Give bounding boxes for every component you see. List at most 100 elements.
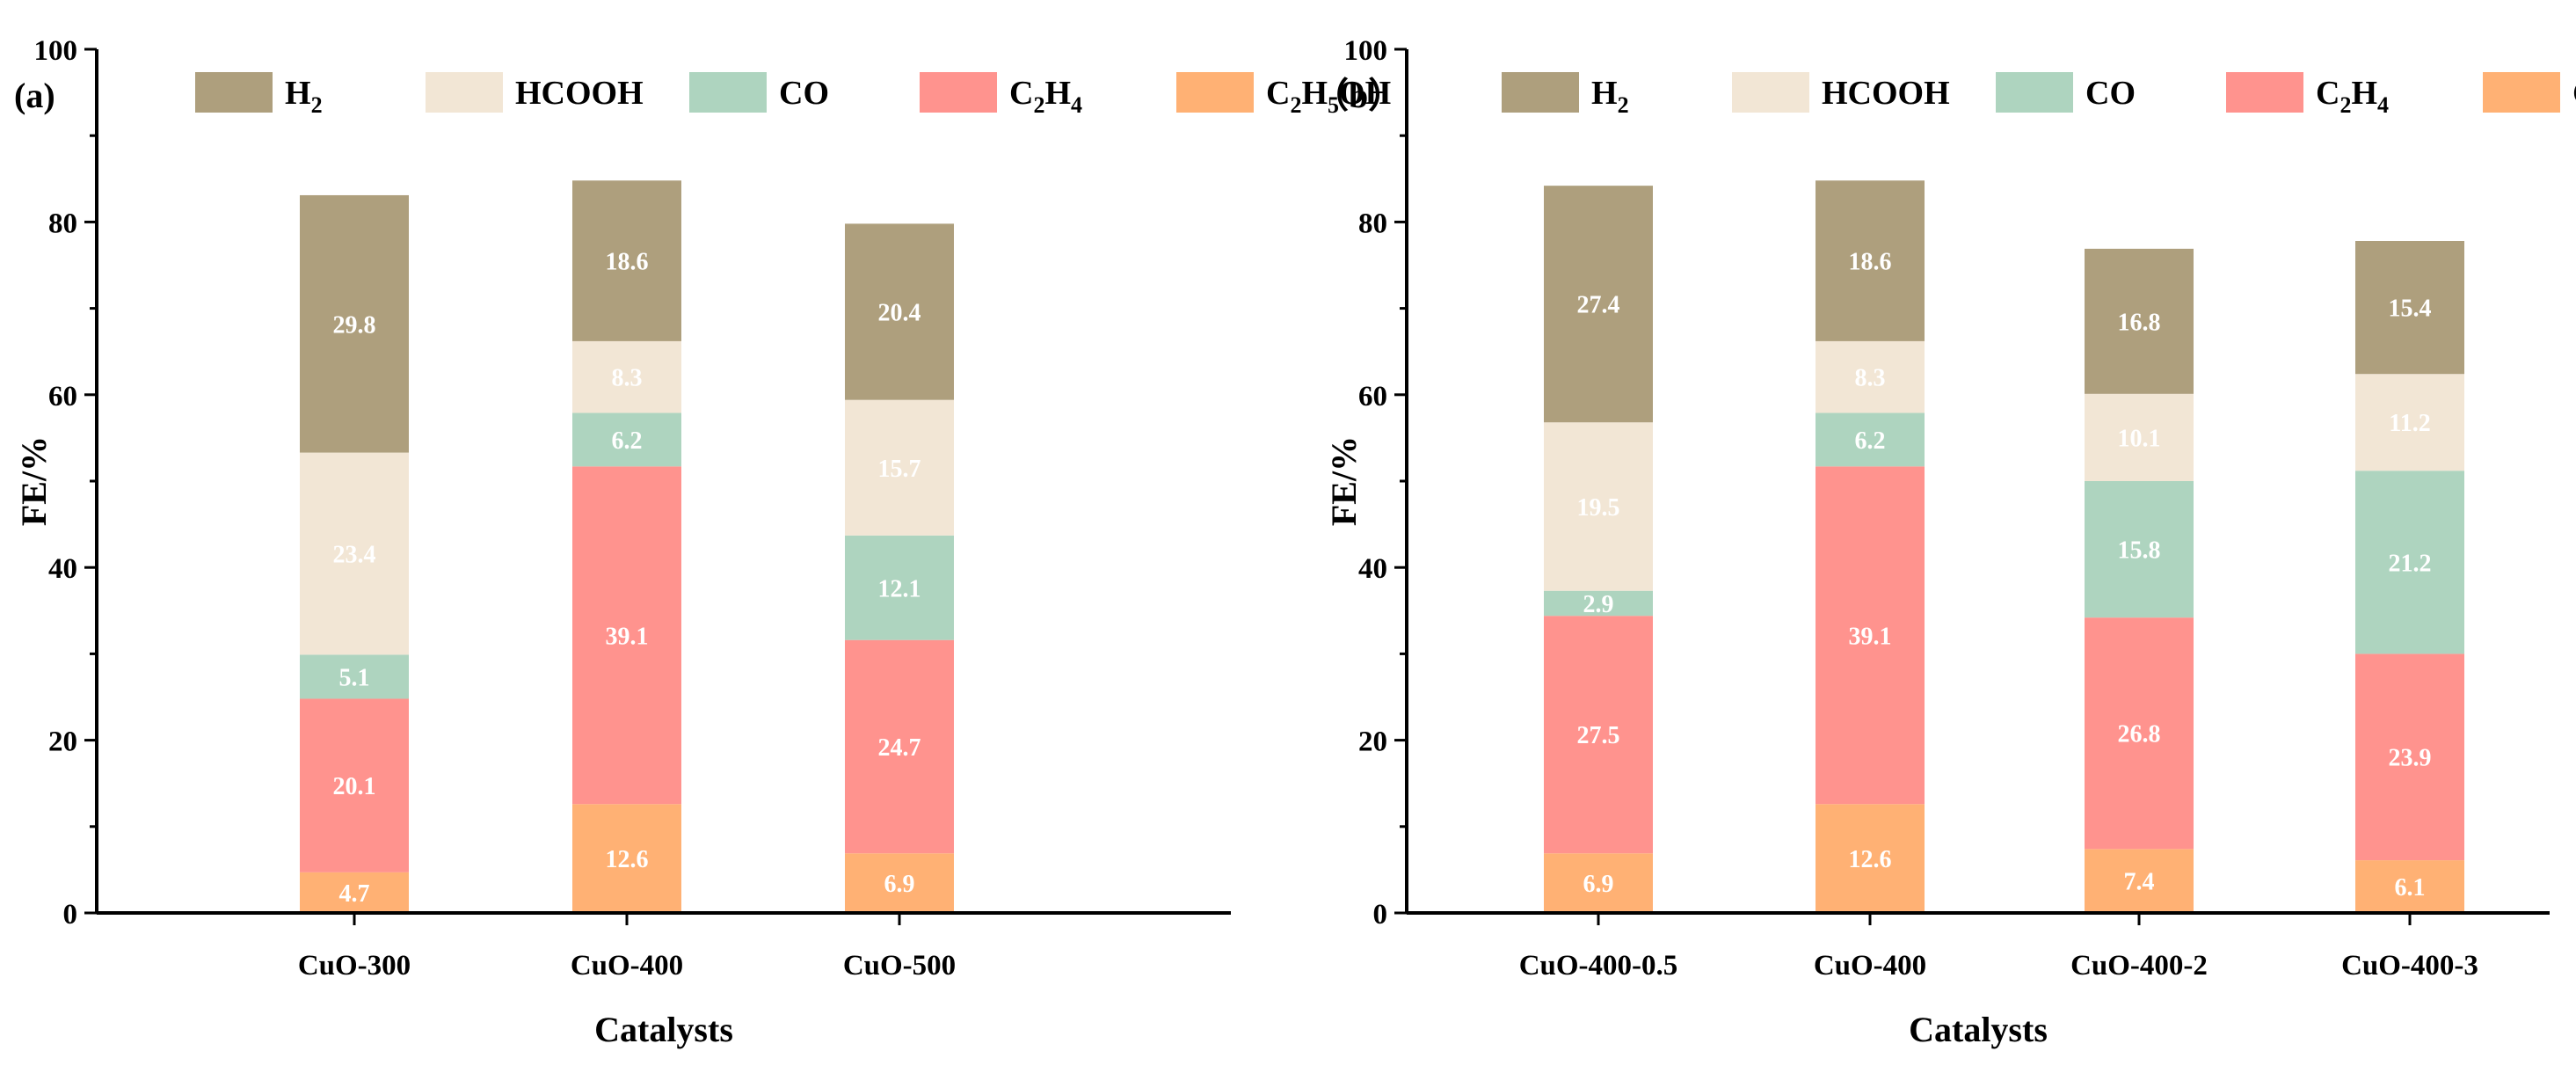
data-label: 2.9 (1583, 591, 1614, 618)
data-label: 6.2 (1855, 427, 1886, 455)
bar-segment-c2h4 (2085, 617, 2194, 850)
data-label: 21.2 (2389, 550, 2432, 577)
bar-segment-c2h4 (2355, 653, 2464, 861)
legend-swatch-hcooh (1732, 72, 1809, 113)
chart-panel-b: 6.9 27.5 2.9 19.5 27.4 CuO-400-0.5 12.6 39.1 6.2… (1313, 35, 2576, 1049)
bar-segment-c2h4 (1816, 466, 1925, 805)
legend-swatch-co (689, 72, 767, 113)
bar-segment-c2h5oh (2085, 849, 2194, 913)
data-label: 19.5 (1577, 494, 1620, 522)
data-label: 29.8 (333, 311, 376, 339)
bar-segment-hcooh (1816, 340, 1925, 413)
legend-swatch-h2 (1502, 72, 1579, 113)
data-label: 15.8 (2118, 537, 2161, 565)
x-tick-label: CuO-400-3 (2341, 950, 2478, 982)
y-axis-title: FE/% (14, 436, 54, 526)
bar-segment-hcooh (572, 340, 681, 413)
legend-swatch-c2h5oh (2483, 72, 2560, 113)
bar-segment-h2 (2085, 248, 2194, 394)
data-label: 16.8 (2118, 309, 2161, 336)
legend-swatch-h2 (195, 72, 273, 113)
legend-label-h2: H2 (285, 75, 323, 118)
y-tick-label: 80 (48, 208, 77, 239)
legend-swatch-c2h5oh (1176, 72, 1254, 113)
bar-segment-co (1544, 590, 1653, 617)
bar-segment-c2h5oh (845, 853, 954, 913)
data-label: 8.3 (612, 365, 643, 392)
data-label: 18.6 (606, 249, 649, 276)
data-label: 15.4 (2389, 296, 2432, 323)
bar-segment-c2h5oh (300, 872, 409, 913)
legend-label-c2h4: C2H4 (1009, 75, 1082, 118)
bar-segment-c2h4 (572, 466, 681, 805)
bar-segment-hcooh (300, 452, 409, 655)
bar-segment-co (300, 654, 409, 699)
data-label: 26.8 (2118, 721, 2161, 748)
bar-segment-c2h4 (845, 639, 954, 854)
data-label: 12.6 (606, 846, 649, 873)
legend-label-hcooh: HCOOH (1822, 75, 1950, 112)
data-label: 6.1 (2395, 874, 2426, 901)
legend-swatch-c2h4 (920, 72, 997, 113)
bar-segment-hcooh (2085, 393, 2194, 481)
y-tick-label: 80 (1358, 208, 1387, 239)
legend-label-hcooh: HCOOH (515, 75, 644, 112)
legend-label-c2h5oh: C2H5OH (2572, 75, 2576, 118)
y-tick-label: 40 (48, 553, 77, 585)
data-label: 39.1 (606, 623, 649, 650)
x-tick-label: CuO-300 (298, 950, 411, 982)
y-tick-label: 100 (34, 35, 78, 67)
legend-swatch-hcooh (426, 72, 503, 113)
y-tick-label: 60 (1358, 381, 1387, 412)
bar-segment-h2 (1544, 186, 1653, 423)
bar-segment-co (2085, 481, 2194, 618)
x-tick-label: CuO-500 (843, 950, 956, 982)
bar-segment-co (845, 535, 954, 640)
bar-segment-c2h4 (300, 698, 409, 872)
data-label: 20.4 (878, 300, 921, 327)
bar-segment-co (2355, 471, 2464, 654)
legend-swatch-c2h4 (2226, 72, 2303, 113)
x-axis-title: Catalysts (594, 1010, 733, 1049)
y-tick-label: 20 (48, 726, 77, 758)
y-tick-label: 100 (1344, 35, 1388, 67)
data-label: 6.9 (1583, 871, 1614, 898)
data-label: 24.7 (878, 734, 921, 762)
bar-segment-h2 (1816, 180, 1925, 341)
legend-label-c2h5oh: C2H5OH (1266, 75, 1391, 118)
data-label: 11.2 (2389, 410, 2430, 437)
legend-swatch-co (1996, 72, 2073, 113)
data-label: 39.1 (1849, 623, 1892, 650)
x-axis-title: Catalysts (1909, 1010, 2048, 1049)
y-tick-label: 0 (63, 899, 78, 931)
bar-segment-h2 (2355, 241, 2464, 375)
bar-segment-hcooh (1544, 422, 1653, 591)
panel-tag: (a) (14, 76, 55, 115)
bar-segment-hcooh (845, 399, 954, 536)
chart-panel-a: 4.7 20.1 5.1 23.4 29.8 CuO-300 12.6 39.1 6.2 8.3 1… (14, 35, 1391, 1049)
data-label: 27.5 (1577, 722, 1620, 749)
data-label: 27.4 (1577, 292, 1620, 319)
legend-label-c2h4: C2H4 (2316, 75, 2389, 118)
bar-segment-c2h4 (1544, 616, 1653, 854)
data-label: 12.6 (1849, 846, 1892, 873)
data-label: 10.1 (2118, 425, 2161, 452)
y-tick-label: 20 (1358, 726, 1387, 758)
data-label: 6.2 (612, 427, 643, 455)
x-tick-label: CuO-400 (571, 950, 683, 982)
bar-segment-c2h5oh (2355, 860, 2464, 913)
x-tick-label: CuO-400 (1814, 950, 1926, 982)
bar-segment-h2 (300, 194, 409, 453)
y-axis-title: FE/% (1324, 436, 1364, 526)
data-label: 15.7 (878, 456, 921, 483)
data-label: 23.9 (2389, 745, 2432, 772)
bar-segment-co (572, 412, 681, 467)
data-label: 18.6 (1849, 249, 1892, 276)
bar-segment-c2h5oh (1544, 853, 1653, 913)
legend-label-co: CO (779, 75, 829, 112)
x-tick-label: CuO-400-2 (2070, 950, 2208, 982)
data-label: 4.7 (339, 880, 370, 908)
y-tick-label: 60 (48, 381, 77, 412)
y-tick-label: 0 (1373, 899, 1388, 931)
